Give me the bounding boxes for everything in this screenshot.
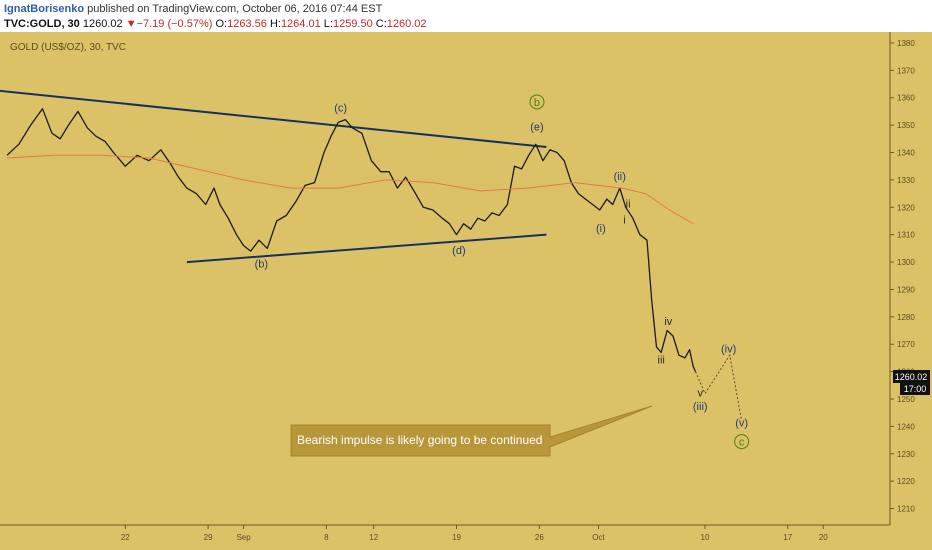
- price-tick-label: 1350: [897, 121, 915, 130]
- price-change: −7.19 (−0.57%): [136, 18, 213, 30]
- price-tick-label: 1290: [897, 285, 915, 294]
- callout-text: Bearish impulse is likely going to be co…: [297, 433, 542, 447]
- price-tick-label: 1370: [897, 66, 915, 75]
- wave-label: i: [623, 215, 625, 227]
- price-tick-label: 1320: [897, 203, 915, 212]
- time-tag-text: 17:00: [904, 384, 927, 394]
- high-value: 1264.01: [280, 18, 321, 30]
- projection-path: [695, 353, 743, 421]
- time-tick-label: 19: [452, 533, 461, 542]
- wave-label: iv: [664, 316, 672, 328]
- wave-label: (c): [334, 102, 347, 114]
- publish-info: IgnatBorisenko published on TradingView.…: [4, 3, 382, 15]
- time-tick-label: 10: [701, 533, 710, 542]
- price-tick-label: 1340: [897, 149, 915, 158]
- symbol-label: TVC:GOLD, 30: [4, 18, 80, 30]
- price-tick-label: 1310: [897, 231, 915, 240]
- change-arrow-icon: ▼: [125, 18, 137, 30]
- time-tick-label: 22: [121, 533, 130, 542]
- last-price: 1260.02: [82, 18, 123, 30]
- projection: [695, 353, 743, 421]
- time-tick-label: 26: [535, 533, 544, 542]
- last-price-tag: 1260.02 17:00: [893, 370, 930, 395]
- author-link[interactable]: IgnatBorisenko: [4, 3, 85, 15]
- time-axis[interactable]: [0, 525, 932, 550]
- time-tick-label: 20: [819, 533, 828, 542]
- time-tick-label: 29: [204, 533, 213, 542]
- price-tick-label: 1270: [897, 340, 915, 349]
- wave-label: (b): [255, 259, 268, 271]
- symbol-info: TVC:GOLD, 30 1260.02 ▼−7.19 (−0.57%) O:1…: [4, 18, 427, 30]
- price-tick-label: 1380: [897, 39, 915, 48]
- time-tick-label: 12: [369, 533, 378, 542]
- low-value: 1259.50: [332, 18, 373, 30]
- chart-title: GOLD (US$/OZ), 30, TVC: [10, 42, 126, 53]
- callout: Bearish impulse is likely going to be co…: [290, 405, 653, 457]
- wave-label: b: [534, 97, 540, 109]
- publish-text: published on TradingView.com, October 06…: [87, 3, 383, 15]
- wave-labels: (c)(b)(d)(e)b(i)(ii)iiiiviiiv(iii)(iv)(v…: [255, 94, 750, 450]
- time-tick-label: 8: [324, 533, 329, 542]
- trendlines[interactable]: [0, 89, 547, 264]
- price-chart[interactable]: GOLD (US$/OZ), 30, TVC 12101220123012401…: [0, 32, 932, 550]
- wave-label: c: [739, 437, 745, 449]
- wave-label: v: [697, 387, 703, 399]
- time-tick-label: Sep: [236, 533, 251, 542]
- time-tick-label: Oct: [592, 533, 605, 542]
- moving-average-line[interactable]: [6, 154, 694, 225]
- time-tick-label: 17: [783, 533, 792, 542]
- close-value: 1260.02: [386, 18, 427, 30]
- series-lines[interactable]: [6, 108, 697, 372]
- last-price-tag-box: [893, 370, 930, 383]
- wave-label-circle: [529, 94, 545, 110]
- price-tick-label: 1330: [897, 176, 915, 185]
- price-ticks: 1210122012301240125012601270128012901300…: [890, 39, 915, 514]
- wave-label: (e): [530, 122, 543, 134]
- price-tick-label: 1300: [897, 258, 915, 267]
- upper-trendline[interactable]: [0, 89, 547, 149]
- low-label: L:: [323, 18, 333, 30]
- close-label: C:: [375, 18, 387, 30]
- lower-trendline[interactable]: [186, 233, 547, 264]
- wave-label: (iv): [721, 343, 736, 355]
- callout-box: [290, 405, 653, 457]
- wave-label: (v): [735, 417, 748, 429]
- last-price-tag-text: 1260.02: [895, 372, 928, 382]
- price-tick-label: 1360: [897, 94, 915, 103]
- wave-label-circle: [734, 434, 750, 450]
- wave-label: (iii): [693, 401, 708, 413]
- price-tick-label: 1220: [897, 477, 915, 486]
- wave-label: (i): [596, 223, 606, 235]
- time-tag-box: [900, 383, 930, 395]
- high-label: H:: [269, 18, 281, 30]
- wave-label: (ii): [614, 171, 626, 183]
- price-axis[interactable]: [890, 32, 932, 525]
- price-tick-label: 1210: [897, 505, 915, 514]
- open-label: O:: [215, 18, 228, 30]
- price-tick-label: 1280: [897, 313, 915, 322]
- price-tick-label: 1230: [897, 450, 915, 459]
- wave-label: (d): [452, 245, 465, 257]
- open-value: 1263.56: [227, 18, 267, 30]
- price-tick-label: 1250: [897, 395, 915, 404]
- time-ticks: 22 29 Sep 8 12 19 26 Oct 10 17 20: [121, 525, 828, 542]
- price-tick-label: 1240: [897, 422, 915, 431]
- price-series-line[interactable]: [6, 108, 697, 372]
- wave-label: iii: [658, 354, 665, 366]
- wave-label: ii: [626, 198, 631, 210]
